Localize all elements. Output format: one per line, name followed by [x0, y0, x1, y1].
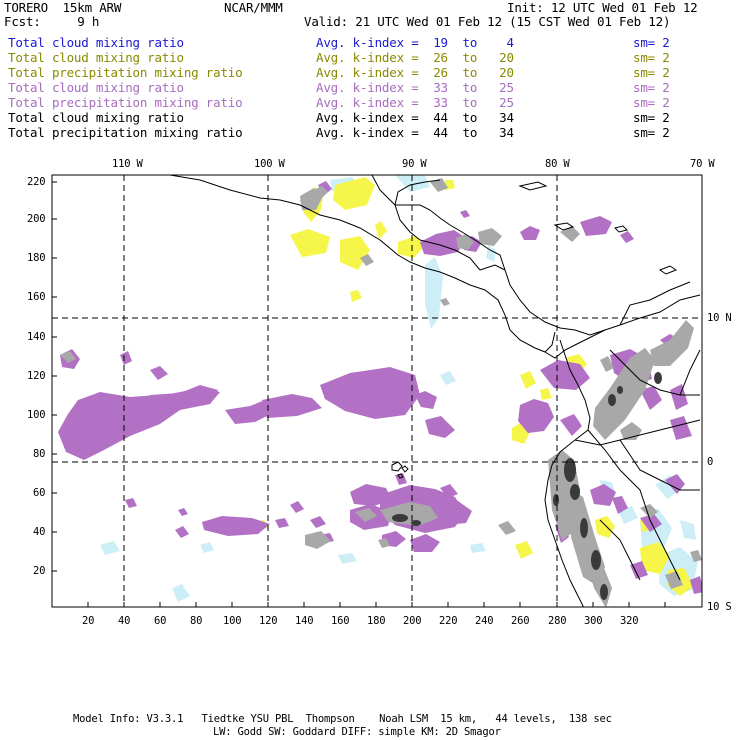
- left-ticks: [52, 181, 57, 572]
- lon-label: 90 W: [402, 158, 427, 170]
- map-frame: [51, 174, 703, 608]
- grid-x-label: 220: [439, 615, 458, 627]
- grid-y-label: 120: [27, 370, 46, 382]
- legend-stat: Avg. k-index = 44 to 34: [316, 110, 514, 125]
- lon-label: 80 W: [545, 158, 570, 170]
- grid-x-label: 300: [584, 615, 603, 627]
- legend-stat: Avg. k-index = 19 to 4: [316, 35, 514, 50]
- grid-x-label: 120: [259, 615, 278, 627]
- legend-sm: sm= 2: [633, 50, 670, 65]
- grid-x-label: 260: [511, 615, 530, 627]
- lon-label: 110 W: [112, 158, 143, 170]
- grid-x-label: 180: [367, 615, 386, 627]
- grid-y-label: 20: [33, 565, 46, 577]
- lat-label: 0: [707, 456, 714, 468]
- model-info-line2: LW: Godd SW: Goddard DIFF: simple KM: 2D…: [213, 726, 501, 738]
- grid-x-label: 80: [190, 615, 203, 627]
- org-label: NCAR/MMM: [224, 0, 283, 15]
- grid-y-label: 80: [33, 448, 46, 460]
- grid-y-label: 100: [27, 409, 46, 421]
- grid-y-label: 140: [27, 331, 46, 343]
- bottom-ticks: [87, 602, 666, 607]
- grid-x-label: 20: [82, 615, 95, 627]
- legend-field: Total precipitation mixing ratio: [8, 65, 243, 80]
- model-info-line1: Model Info: V3.3.1 Tiedtke YSU PBL Thomp…: [73, 713, 612, 725]
- lat-label: 10 S: [707, 601, 732, 613]
- lat-lon-grid: [52, 175, 702, 607]
- model-title: TORERO 15km ARW: [4, 0, 122, 15]
- legend-field: Total cloud mixing ratio: [8, 50, 184, 65]
- grid-x-label: 200: [403, 615, 422, 627]
- legend-sm: sm= 2: [633, 95, 670, 110]
- legend-sm: sm= 2: [633, 125, 670, 140]
- legend-field: Total cloud mixing ratio: [8, 35, 184, 50]
- grid-x-label: 320: [620, 615, 639, 627]
- legend-stat: Avg. k-index = 44 to 34: [316, 125, 514, 140]
- grid-x-label: 280: [548, 615, 567, 627]
- forecast-hour: Fcst: 9 h: [4, 14, 100, 29]
- legend-stat: Avg. k-index = 26 to 20: [316, 65, 514, 80]
- legend-field: Total precipitation mixing ratio: [8, 95, 243, 110]
- grid-y-label: 180: [27, 252, 46, 264]
- lon-label: 70 W: [690, 158, 715, 170]
- grid-x-label: 160: [331, 615, 350, 627]
- grid-y-label: 60: [33, 487, 46, 499]
- grid-x-label: 100: [223, 615, 242, 627]
- legend-sm: sm= 2: [633, 65, 670, 80]
- legend-field: Total cloud mixing ratio: [8, 80, 184, 95]
- init-time: Init: 12 UTC Wed 01 Feb 12: [507, 0, 698, 15]
- grid-y-label: 40: [33, 526, 46, 538]
- legend-field: Total cloud mixing ratio: [8, 110, 184, 125]
- dark-cloud-cores: [392, 372, 662, 600]
- coastlines: [169, 175, 701, 607]
- grid-y-label: 220: [27, 176, 46, 188]
- grid-y-label: 200: [27, 213, 46, 225]
- grid-x-label: 240: [475, 615, 494, 627]
- valid-time: Valid: 21 UTC Wed 01 Feb 12 (15 CST Wed …: [304, 14, 671, 29]
- grid-y-label: 160: [27, 291, 46, 303]
- legend-stat: Avg. k-index = 26 to 20: [316, 50, 514, 65]
- legend-stat: Avg. k-index = 33 to 25: [316, 95, 514, 110]
- legend-sm: sm= 2: [633, 110, 670, 125]
- legend-stat: Avg. k-index = 33 to 25: [316, 80, 514, 95]
- cloud-field-layer: [58, 175, 702, 607]
- legend-sm: sm= 2: [633, 80, 670, 95]
- lat-label: 10 N: [707, 312, 732, 324]
- grid-x-label: 140: [295, 615, 314, 627]
- grid-x-label: 40: [118, 615, 131, 627]
- legend-sm: sm= 2: [633, 35, 670, 50]
- grid-x-label: 60: [154, 615, 167, 627]
- lon-label: 100 W: [254, 158, 285, 170]
- legend-field: Total precipitation mixing ratio: [8, 125, 243, 140]
